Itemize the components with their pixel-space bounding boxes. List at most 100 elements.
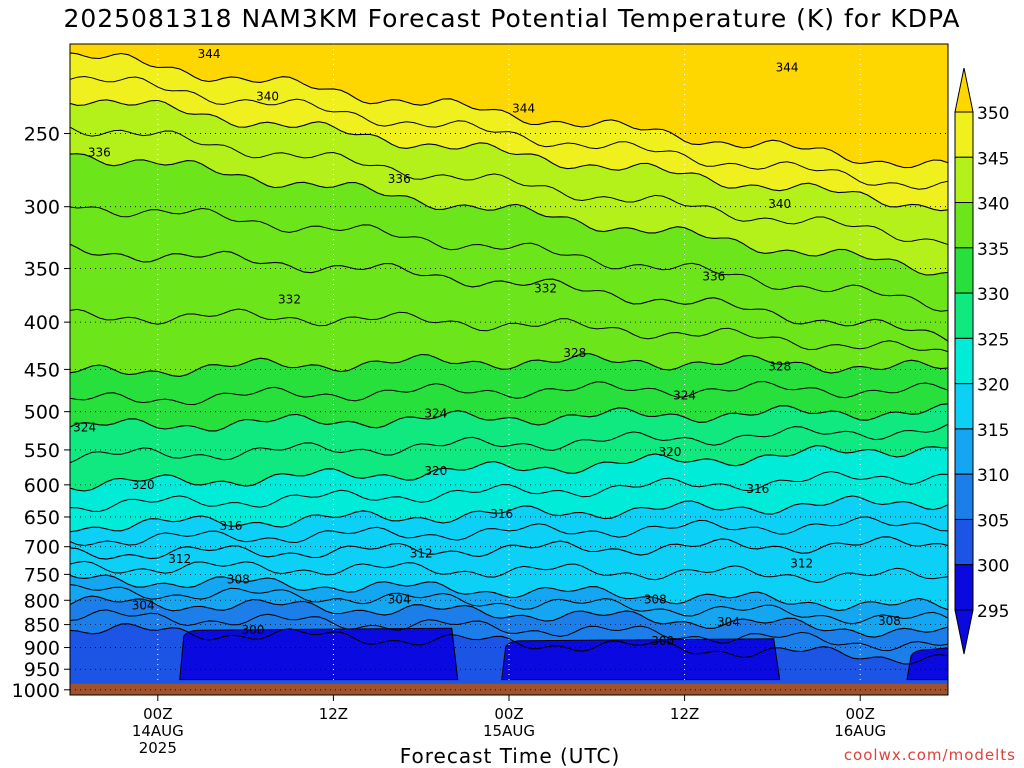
contour-label: 340 [768, 197, 791, 211]
colorbar-label: 300 [977, 557, 1009, 577]
colorbar-segment [954, 292, 974, 339]
y-tick-label: 300 [24, 197, 60, 219]
colorbar-label: 330 [977, 285, 1009, 305]
colorbar-segment [954, 247, 974, 294]
colorbar-segment [954, 383, 974, 430]
contour-label: 336 [88, 145, 111, 159]
contour-label: 340 [256, 90, 279, 104]
contour-minor [70, 516, 948, 547]
contour-label: 312 [410, 547, 433, 561]
colorbar-segment [954, 564, 974, 611]
contour-label: 320 [424, 464, 447, 478]
x-tick-label: 16AUG [834, 722, 886, 740]
x-tick-label: 12Z [670, 705, 699, 723]
cold-pool [906, 647, 948, 681]
contour-label: 304 [388, 592, 411, 606]
x-tick-label: 15AUG [483, 722, 535, 740]
contour-label: 312 [790, 557, 813, 571]
y-tick-label: 400 [24, 312, 60, 334]
ground-surface [70, 683, 948, 695]
chart-title: 2025081318 NAM3KM Forecast Potential Tem… [63, 4, 961, 33]
contour-label: 332 [278, 292, 301, 306]
contour-308 [70, 574, 948, 612]
y-tick-label: 750 [24, 564, 60, 586]
contour-label: 336 [388, 172, 411, 186]
colorbar-segment [954, 111, 974, 158]
colorbar-label: 295 [977, 602, 1009, 622]
y-tick-label: 650 [24, 507, 60, 529]
contour-label: 308 [878, 614, 901, 628]
contour-300 [70, 623, 948, 665]
contour-label: 300 [651, 634, 674, 648]
y-tick-label: 900 [24, 638, 60, 660]
contour-label: 304 [132, 598, 155, 612]
contour-label: 316 [490, 507, 513, 521]
x-axis-title: Forecast Time (UTC) [399, 744, 621, 768]
colorbar-label: 350 [977, 104, 1009, 124]
cold-pool [179, 627, 459, 681]
x-tick-label: 00Z [494, 705, 523, 723]
colorbar-arrow-bottom [954, 609, 974, 655]
contour-344 [70, 52, 948, 169]
contour-label: 344 [776, 60, 799, 74]
contour-minor [70, 470, 948, 513]
contour-label: 308 [644, 592, 667, 606]
contour-labels: 344 344 344 340 340 336 336 336 332 332 328 328 324 3… [70, 47, 948, 691]
contour-minor [70, 126, 948, 245]
y-tick-label: 950 [24, 659, 60, 681]
colorbar-label: 320 [977, 376, 1009, 396]
colorbar-segment [954, 337, 974, 385]
y-tick-label: 450 [24, 359, 60, 381]
source-credit: coolwx.com/modelts [843, 746, 1016, 764]
contour-label: 328 [563, 346, 586, 360]
contour-label: 344 [512, 102, 535, 116]
colorbar-segment [954, 473, 974, 520]
contour-328 [70, 353, 948, 377]
contour-332 [70, 243, 948, 342]
colorbar-segment [954, 518, 974, 566]
colorbar-label: 305 [977, 511, 1009, 531]
x-tick-label: 00Z [143, 705, 172, 723]
contour-label: 344 [198, 47, 221, 61]
y-tick-label: 350 [24, 259, 60, 281]
colorbar-label: 325 [977, 330, 1009, 350]
contour-minor [70, 560, 948, 584]
contour-label: 304 [717, 615, 740, 629]
y-tick-label: 1000 [12, 680, 60, 702]
x-tick-label: 2025 [139, 739, 177, 757]
contour-324 [70, 403, 948, 432]
contour-label: 316 [220, 519, 243, 533]
y-tick-label: 250 [24, 124, 60, 146]
contour-lines [70, 52, 948, 665]
contour-label: 324 [424, 406, 447, 420]
contour-label: 336 [702, 270, 725, 284]
y-tick-label: 500 [24, 402, 60, 424]
pressure-axis: 2503003504004505005506006507007508008509… [12, 124, 70, 702]
contour-label: 312 [168, 552, 191, 566]
contour-304 [70, 595, 948, 638]
contour-minor [70, 609, 948, 652]
contour-label: 320 [659, 445, 682, 459]
contour-316 [70, 495, 948, 533]
contour-minor [70, 206, 948, 312]
colorbar-segment [954, 202, 974, 249]
fill-band-344 [70, 44, 948, 168]
contour-312 [70, 536, 948, 560]
colorbar-arrow-top [954, 67, 974, 113]
colorbar: 350 345 340 335 330 325 320 315 310 305 300 295 [954, 67, 1009, 655]
contour-label: 300 [241, 623, 264, 637]
colorbar-label: 315 [977, 421, 1009, 441]
contour-336 [70, 153, 948, 276]
contour-label: 332 [534, 282, 557, 296]
contour-label: 308 [227, 573, 250, 587]
y-tick-label: 700 [24, 537, 60, 559]
contour-label: 320 [132, 478, 155, 492]
x-tick-label: 14AUG [132, 722, 184, 740]
colorbar-label: 340 [977, 195, 1009, 215]
contour-label: 324 [673, 388, 696, 402]
temperature-fill [70, 44, 948, 695]
contour-minor [70, 584, 948, 625]
contour-label: 324 [73, 420, 96, 434]
colorbar-segment [954, 156, 974, 204]
